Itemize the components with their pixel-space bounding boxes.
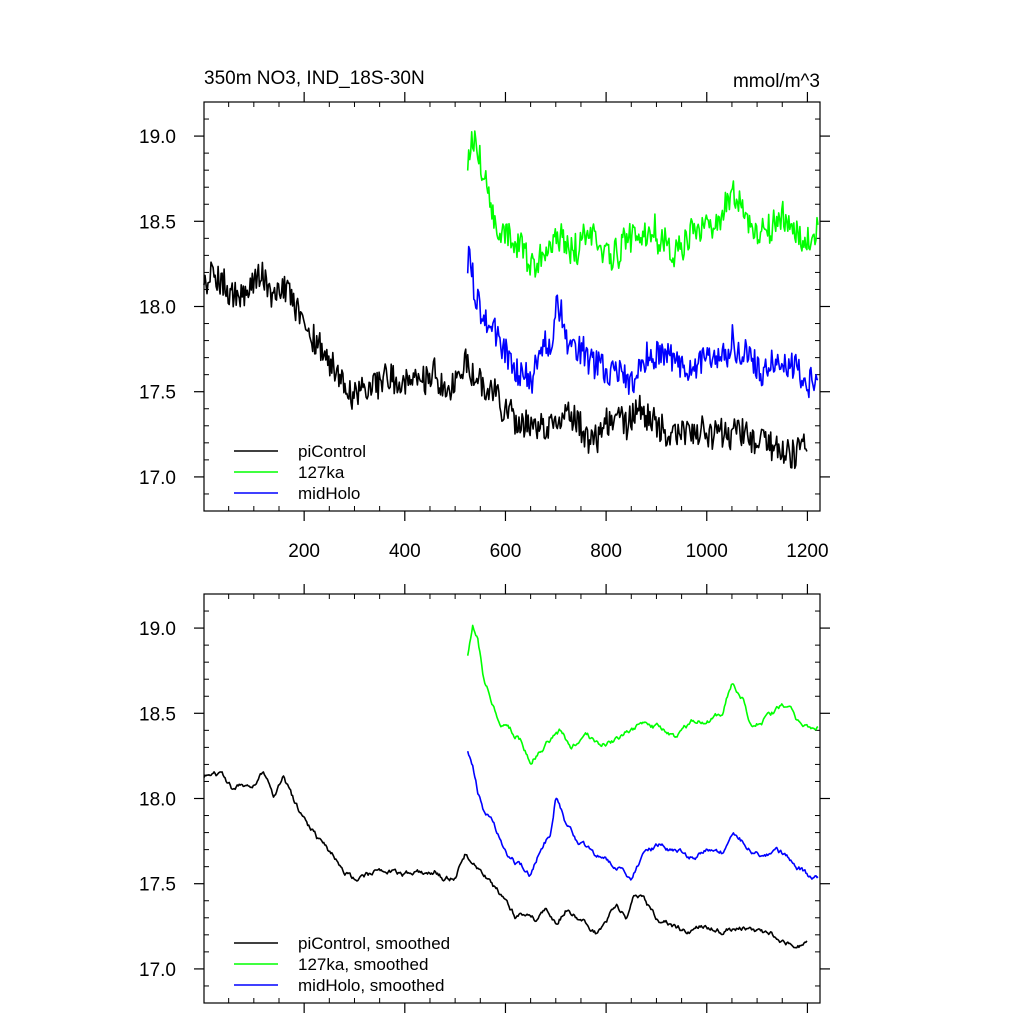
x-tick-label: 1200	[786, 541, 828, 562]
plot-frame	[203, 593, 821, 1004]
y-tick-label: 17.5	[139, 875, 176, 896]
series-line-127ka-smoothed	[466, 624, 819, 765]
legend-label: 127ka	[298, 463, 345, 482]
y-tick-label: 19.0	[139, 619, 176, 640]
bottom-panel: 17.0 17.5 18.0 18.5 19.0 piControl, smoothed 1…	[139, 584, 830, 1013]
legend-label: midHolo	[298, 484, 360, 503]
x-tick-label: 400	[389, 541, 421, 562]
legend-label: 127ka, smoothed	[298, 955, 428, 974]
y-tick-label: 17.0	[139, 960, 176, 981]
chart-title: 350m NO3, IND_18S-30N	[204, 68, 425, 89]
y-tick-label: 17.5	[139, 383, 176, 404]
y-tick-label: 18.5	[139, 704, 176, 725]
series-line-midholo	[466, 245, 819, 399]
x-tick-label: 200	[288, 541, 320, 562]
top-panel: 200 400 600 800 1000 1200 17.0 17.5 18.0 18.5 19.0…	[139, 92, 830, 562]
legend-label: piControl	[298, 442, 366, 461]
series-line-127ka	[466, 130, 819, 278]
x-tick-label: 600	[490, 541, 522, 562]
x-tick-label: 800	[590, 541, 622, 562]
series-line-picontrol	[203, 261, 808, 470]
y-tick-label: 18.0	[139, 790, 176, 811]
y-tick-label: 18.0	[139, 298, 176, 319]
x-tick-label: 1000	[686, 541, 728, 562]
legend-label: midHolo, smoothed	[298, 976, 444, 995]
series-line-picontrol-smoothed	[203, 771, 808, 949]
series-line-midholo-smoothed	[466, 751, 819, 881]
legend-label: piControl, smoothed	[298, 934, 450, 953]
units-label: mmol/m^3	[733, 71, 820, 92]
y-tick-label: 19.0	[139, 127, 176, 148]
y-tick-label: 17.0	[139, 468, 176, 489]
y-tick-label: 18.5	[139, 212, 176, 233]
